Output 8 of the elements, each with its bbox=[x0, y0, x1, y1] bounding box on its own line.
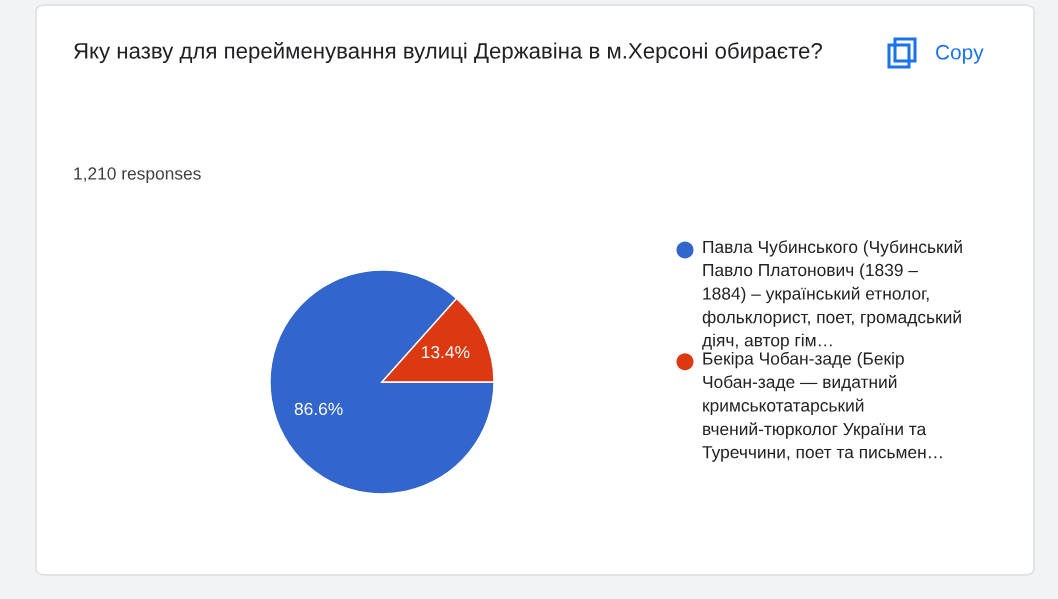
data-label: 13.4% bbox=[422, 345, 470, 359]
text: 1,210 responses bbox=[74, 167, 201, 184]
legend-label: Павла Чубинського (Чубинський Павло Платонович (1839 – 1884) – український етнолог, фольклорист, поет, громадський діяч, автор гім… bbox=[702, 240, 962, 350]
pie-slice bbox=[269, 269, 495, 495]
chart-title: Яку назву для перейменування вулиці Державіна в м.Херсоні обираєте? bbox=[74, 42, 822, 64]
legend-label: Бекіра Чобан-заде (Бекір Чобан-заде — видатний кримськотатарський вчений-тюрколог України та Туреччини, поет та письмен… bbox=[702, 351, 942, 462]
data-label: 86.6% bbox=[294, 402, 343, 416]
text: Copy bbox=[936, 44, 984, 64]
